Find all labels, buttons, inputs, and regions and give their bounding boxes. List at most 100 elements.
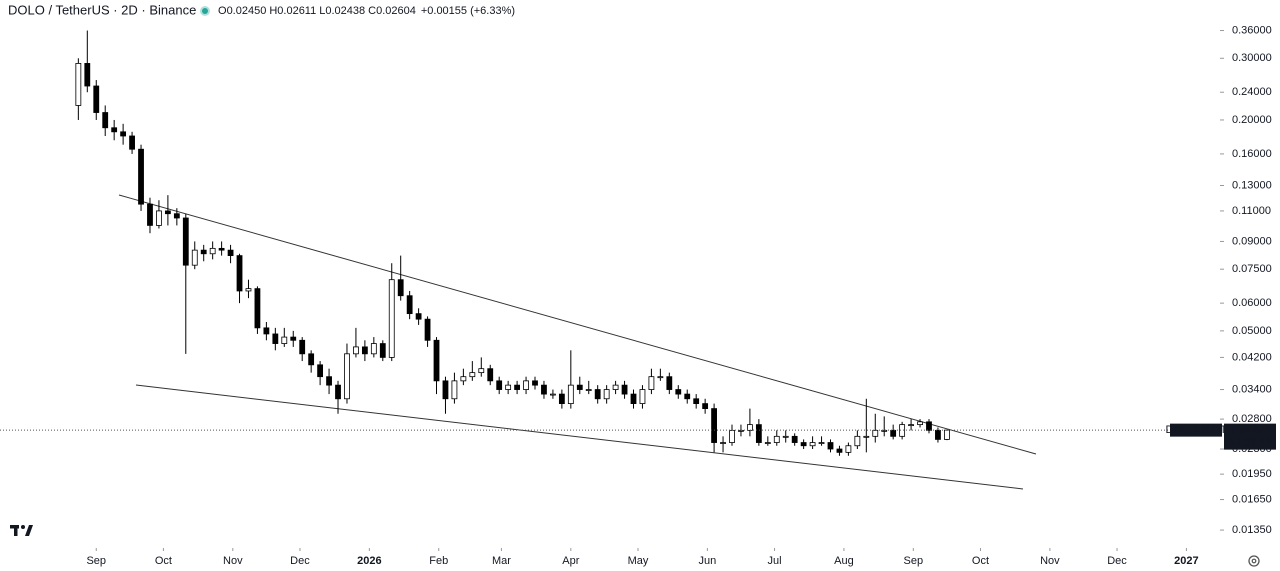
candle-body (344, 353, 350, 400)
grid-layer (95, 30, 1224, 551)
candle-body (173, 213, 180, 219)
candle-body (854, 435, 861, 447)
y-tick-label: 0.04200 (1232, 351, 1272, 363)
x-tick-label: Aug (834, 555, 854, 567)
candle-body (281, 336, 288, 344)
candle-body (317, 364, 324, 378)
candle-body (747, 424, 753, 431)
x-tick-label: Nov (1040, 555, 1060, 567)
last-price-label: 0.02604 (1230, 424, 1271, 436)
ohlc-key: O (218, 5, 227, 17)
x-tick-label: Sep (904, 555, 924, 567)
candle-body (684, 393, 691, 400)
candle-body (478, 368, 485, 374)
candle-body (487, 368, 494, 382)
candle-body (290, 336, 297, 341)
candle-body (75, 63, 82, 106)
candle-body (326, 376, 332, 386)
x-tick-label: Dec (1107, 555, 1127, 567)
candle-body (272, 333, 279, 344)
candle-body (755, 424, 762, 443)
candle-body (729, 429, 735, 443)
x-tick-label: Jul (768, 555, 782, 567)
status-dot (202, 8, 208, 14)
x-tick-label: Nov (223, 555, 243, 567)
candle-body (881, 429, 888, 432)
candle-body (111, 127, 118, 133)
candle-body (397, 279, 404, 297)
x-tick-label: Dec (290, 555, 310, 567)
candle-body (469, 372, 476, 378)
candle-body (335, 384, 341, 400)
y-tick-label: 0.01350 (1232, 524, 1272, 536)
candle-body (612, 384, 619, 390)
candle-body (496, 380, 503, 390)
candle-body (639, 389, 646, 405)
candle-body (156, 210, 162, 226)
candle-body (200, 249, 207, 255)
candle-body (926, 421, 932, 431)
candle-body (227, 249, 234, 257)
candle-body (388, 279, 395, 358)
candle-body (773, 435, 780, 443)
candle-body (648, 376, 655, 390)
ohlc-key: H (269, 5, 277, 17)
candle-body (720, 442, 726, 444)
candle-body (353, 346, 359, 355)
candle-body (138, 148, 144, 205)
candle-body (585, 389, 592, 391)
candle-body (863, 435, 870, 438)
candle-body (630, 393, 637, 405)
candle-body (406, 295, 413, 315)
y-tick-label: 0.01650 (1232, 493, 1272, 505)
ohlc-key: C (368, 5, 376, 17)
y-tick-label: 0.03400 (1232, 383, 1272, 395)
candle-body (523, 380, 529, 390)
x-tick-label: Apr (562, 555, 579, 567)
candle-body (254, 288, 261, 329)
lower-trendline (135, 384, 1024, 490)
candle-body (818, 442, 825, 444)
y-tick-label: 0.07500 (1232, 263, 1272, 275)
candle-body (84, 63, 91, 87)
candle-body (191, 249, 198, 266)
candle-body (899, 424, 906, 437)
x-tick-label: Oct (972, 555, 989, 567)
candle-body (836, 448, 843, 453)
candle-body (424, 318, 431, 341)
candle-body (782, 435, 789, 438)
y-tick-label: 0.01950 (1232, 468, 1272, 480)
candle-body (943, 429, 950, 440)
logo (10, 525, 33, 536)
symbol-label-box (1170, 423, 1222, 437)
candle-body (657, 376, 664, 379)
candle-body (550, 393, 556, 396)
x-tick-label: Sep (86, 555, 106, 567)
candle-body (594, 389, 601, 400)
candle-body (93, 85, 100, 113)
candle-body (908, 424, 914, 427)
ohlc-value: 0.02604 (376, 5, 416, 17)
candle-body (236, 255, 243, 292)
candle-body (567, 384, 574, 405)
candle-body (764, 442, 771, 444)
symbol-title: DOLO / TetherUS · 2D · Binance (8, 2, 196, 17)
candle-body (809, 442, 816, 447)
candle-body (164, 210, 171, 215)
candle-body (675, 389, 682, 395)
candle-body (218, 247, 225, 251)
candle-body (603, 389, 610, 400)
x-tick-label: Mar (492, 555, 511, 567)
candle-body (711, 408, 717, 443)
ohlc-value: 0.02611 (277, 5, 316, 17)
price-label-box (1224, 423, 1276, 450)
candle-body (621, 384, 628, 395)
candle-body (308, 353, 315, 366)
y-tick-label: 0.02800 (1232, 413, 1272, 425)
candle-body (102, 112, 109, 129)
settings-icon[interactable] (1248, 555, 1260, 567)
upper-trendline (118, 194, 1037, 455)
candle-body (415, 313, 422, 320)
